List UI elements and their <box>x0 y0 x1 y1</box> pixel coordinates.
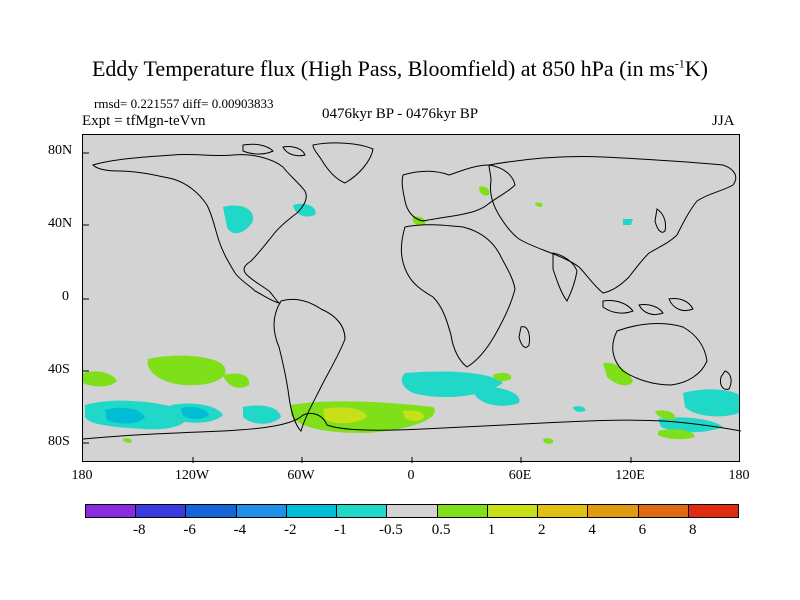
map-panel <box>82 134 741 463</box>
colorbar-swatch <box>286 505 338 517</box>
lon-label: 180 <box>728 468 750 483</box>
lat-label: 40N <box>48 216 73 231</box>
colorbar-swatch <box>437 505 488 517</box>
colorbar-label: 0.5 <box>431 522 451 538</box>
lon-label: 180 <box>71 468 93 483</box>
colorbar-swatch <box>638 505 689 517</box>
colorbar-label: -4 <box>233 522 247 538</box>
colorbar-label: -0.5 <box>378 522 403 538</box>
colorbar-swatch <box>136 505 187 517</box>
colorbar-swatch <box>487 505 539 517</box>
coastlines <box>83 142 741 440</box>
lat-label: 40S <box>48 362 70 377</box>
lon-label: 120E <box>615 468 645 483</box>
colorbar-label: -1 <box>334 522 347 538</box>
colorbar-label: 4 <box>588 522 596 538</box>
colorbar-swatch <box>186 505 237 517</box>
lat-label: 80N <box>48 143 73 158</box>
lon-label: 120W <box>174 468 210 483</box>
colorbar-label: 1 <box>487 522 496 538</box>
period-label: 0476kyr BP - 0476kyr BP <box>322 106 479 122</box>
colorbar-swatch <box>538 505 589 517</box>
colorbar-swatch <box>688 505 739 517</box>
colorbar-swatch <box>337 505 388 517</box>
axis-ticks <box>83 152 632 463</box>
world-map <box>83 142 741 463</box>
colorbar-swatch <box>236 505 287 517</box>
negative-anomaly-regions <box>85 203 739 433</box>
lat-label: 0 <box>62 289 69 304</box>
lon-label: 60E <box>508 468 532 483</box>
colorbar-label: 2 <box>538 522 546 538</box>
lon-label: 60W <box>287 468 315 483</box>
map-title: Eddy Temperature flux (High Pass, Bloomf… <box>91 56 708 81</box>
colorbar-label: 8 <box>688 522 697 538</box>
colorbar-swatch <box>588 505 639 517</box>
experiment-label: Expt = tfMgn-teVvn <box>82 113 206 129</box>
colorbar-label: 6 <box>638 522 647 538</box>
colorbar-label: -2 <box>283 522 297 538</box>
lat-label: 80S <box>48 434 70 449</box>
colorbar-swatch <box>86 505 137 517</box>
colorbar-label: -8 <box>133 522 146 538</box>
colorbar <box>85 504 739 518</box>
lon-label: 0 <box>407 468 415 483</box>
season-label: JJA <box>712 113 735 129</box>
stats-text: rmsd= 0.221557 diff= 0.00903833 <box>94 96 274 111</box>
colorbar-swatch <box>387 505 438 517</box>
colorbar-label: -6 <box>183 522 196 538</box>
